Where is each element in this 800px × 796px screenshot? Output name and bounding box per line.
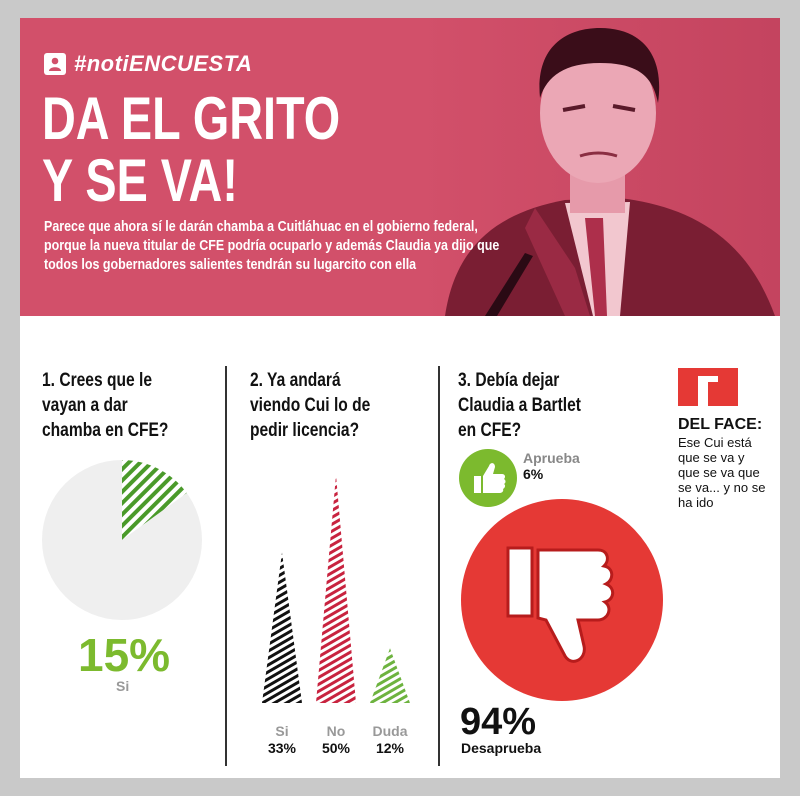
- question-1-line-1: 1. Crees que le: [42, 370, 152, 391]
- governor-photo: [415, 18, 780, 316]
- q2-option-si-percent: 33%: [267, 740, 297, 756]
- q2-option-duda: Duda 12%: [360, 723, 420, 757]
- q2-option-si-label: Si: [275, 723, 289, 739]
- question-3-line-3: en CFE?: [458, 420, 522, 441]
- q1-percent: 15%: [78, 629, 171, 681]
- title-line-2: Y SE VA!: [42, 147, 238, 214]
- q1-pie-slice: [122, 460, 187, 540]
- question-2: 2. Ya andará viendo Cui lo de pedir lice…: [250, 368, 370, 443]
- divider-1: [225, 366, 227, 766]
- q3-approve-label: Aprueba: [523, 450, 580, 466]
- q2-triangle-no: [316, 475, 356, 703]
- divider-2: [438, 366, 440, 766]
- q2-option-duda-percent: 12%: [375, 740, 405, 756]
- question-2-line-1: 2. Ya andará: [250, 370, 341, 391]
- notiencuesta-tag: #notiENCUESTA: [44, 51, 252, 77]
- user-icon: [44, 53, 66, 75]
- q1-label: Si: [116, 678, 130, 694]
- q2-option-no-label: No: [326, 723, 346, 739]
- infographic-card: #notiENCUESTA DA EL GRITO Y SE VA! Parec…: [20, 18, 780, 778]
- question-1-line-3: chamba en CFE?: [42, 420, 169, 441]
- question-1-line-2: vayan a dar: [42, 395, 128, 416]
- face-text: Ese Cui está que se va y que se va que s…: [678, 435, 766, 510]
- tag-text: #notiENCUESTA: [74, 51, 253, 76]
- q2-triangle-duda: [370, 648, 410, 703]
- quote-icon: [678, 368, 738, 406]
- q2-option-no-percent: 50%: [321, 740, 351, 756]
- page-title: DA EL GRITO Y SE VA!: [42, 88, 340, 212]
- lead-text: Parece que ahora sí le darán chamba a Cu…: [44, 219, 500, 273]
- question-3-line-1: 3. Debía dejar: [458, 370, 560, 391]
- question-2-line-3: pedir licencia?: [250, 420, 360, 441]
- q2-option-no: No 50%: [306, 723, 366, 757]
- q2-option-si: Si 33%: [252, 723, 312, 757]
- q3-approve: Aprueba 6%: [523, 450, 580, 482]
- face-title: DEL FACE:: [678, 416, 763, 433]
- q2-option-duda-label: Duda: [372, 723, 408, 739]
- question-2-line-2: viendo Cui lo de: [250, 395, 371, 416]
- q2-triangle-si: [262, 552, 302, 703]
- thumbs-up-icon: [459, 449, 517, 507]
- header-banner: #notiENCUESTA DA EL GRITO Y SE VA! Parec…: [20, 18, 780, 316]
- question-3: 3. Debía dejar Claudia a Bartlet en CFE?: [458, 368, 581, 443]
- q1-pie-chart: [42, 460, 202, 620]
- q3-disapprove-percent: 94%: [460, 701, 537, 743]
- q3-approve-percent: 6%: [523, 466, 544, 482]
- q2-triangle-chart: [262, 475, 410, 703]
- question-3-line-2: Claudia a Bartlet: [458, 395, 581, 416]
- question-1: 1. Crees que le vayan a dar chamba en CF…: [42, 368, 168, 443]
- title-line-1: DA EL GRITO: [42, 85, 341, 152]
- q3-disapprove-label: Desaprueba: [461, 740, 542, 756]
- thumbs-down-icon: [461, 499, 663, 701]
